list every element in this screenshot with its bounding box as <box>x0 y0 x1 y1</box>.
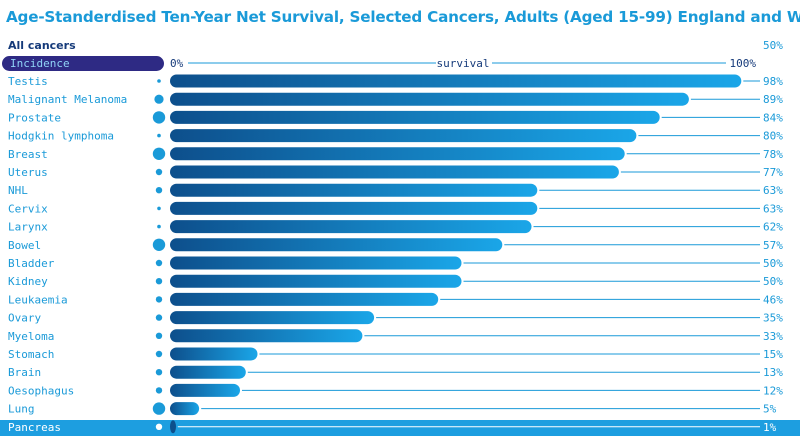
bar-uterus[interactable] <box>170 165 619 179</box>
incidence-dot-pancreas <box>155 423 163 430</box>
bar-pancreas[interactable] <box>170 420 176 434</box>
value-label-stomach: 15% <box>763 348 783 361</box>
value-label-pancreas: 1% <box>763 421 777 434</box>
incidence-dot-myeloma <box>155 332 163 339</box>
bar-cervix[interactable] <box>170 201 538 215</box>
bar-nhl[interactable] <box>170 183 538 197</box>
category-label-prostate: Prostate <box>8 111 61 124</box>
bar-breast[interactable] <box>170 147 625 161</box>
bar-bladder[interactable] <box>170 256 462 270</box>
incidence-dot-stomach <box>155 350 163 358</box>
bar-bowel[interactable] <box>170 238 503 252</box>
highlighted-bar-track <box>164 421 754 434</box>
bar-larynx[interactable] <box>170 220 532 234</box>
incidence-dot-cervix <box>157 206 161 211</box>
category-label-bowel: Bowel <box>8 239 41 252</box>
bar-hodgkin-lymphoma[interactable] <box>170 129 637 143</box>
value-label-brain: 13% <box>763 366 783 379</box>
value-label-uterus: 77% <box>763 166 783 179</box>
bar-lung[interactable] <box>170 402 200 416</box>
value-label-malignant-melanoma: 89% <box>763 93 783 106</box>
axis-max-label: 100% <box>730 57 757 70</box>
category-label-lung: Lung <box>8 403 35 416</box>
bar-kidney[interactable] <box>170 274 462 288</box>
incidence-dot-kidney <box>155 278 163 285</box>
all-cancers-value: 50% <box>763 39 783 52</box>
value-label-hodgkin-lymphoma: 80% <box>763 130 783 143</box>
incidence-dot-lung <box>152 402 166 415</box>
bar-brain[interactable] <box>170 365 246 379</box>
value-label-kidney: 50% <box>763 275 783 288</box>
value-label-testis: 98% <box>763 75 783 88</box>
category-label-bladder: Bladder <box>8 257 55 270</box>
incidence-dot-prostate <box>152 111 166 124</box>
incidence-dot-ovary <box>155 314 163 321</box>
value-label-bowel: 57% <box>763 239 783 252</box>
incidence-dot-nhl <box>155 187 163 194</box>
bar-ovary[interactable] <box>170 311 375 325</box>
category-label-malignant-melanoma: Malignant Melanoma <box>8 93 127 106</box>
incidence-dot-hodgkin-lymphoma <box>157 133 161 138</box>
incidence-dot-leukaemia <box>155 296 163 303</box>
axis-title-label: survival <box>437 57 490 70</box>
category-label-breast: Breast <box>8 148 48 161</box>
bar-myeloma[interactable] <box>170 329 363 343</box>
category-label-cervix: Cervix <box>8 202 48 215</box>
value-label-cervix: 63% <box>763 202 783 215</box>
incidence-dot-uterus <box>155 168 163 176</box>
category-label-hodgkin-lymphoma: Hodgkin lymphoma <box>8 130 114 143</box>
bar-malignant-melanoma[interactable] <box>170 92 689 106</box>
category-label-pancreas: Pancreas <box>8 421 61 434</box>
category-label-uterus: Uterus <box>8 166 48 179</box>
category-label-kidney: Kidney <box>8 275 48 288</box>
incidence-dot-larynx <box>157 224 161 229</box>
value-label-bladder: 50% <box>763 257 783 270</box>
value-label-leukaemia: 46% <box>763 293 783 306</box>
all-cancers-label: All cancers <box>8 39 76 52</box>
incidence-dot-testis <box>157 79 161 83</box>
category-label-leukaemia: Leukaemia <box>8 293 68 306</box>
category-label-ovary: Ovary <box>8 312 41 325</box>
value-label-breast: 78% <box>763 148 783 161</box>
category-label-testis: Testis <box>8 75 48 88</box>
value-label-myeloma: 33% <box>763 330 783 343</box>
bar-testis[interactable] <box>170 74 742 88</box>
value-label-nhl: 63% <box>763 184 783 197</box>
chart-title: Age-Standerdised Ten-Year Net Survival, … <box>6 8 800 26</box>
value-label-larynx: 62% <box>763 221 783 234</box>
bar-stomach[interactable] <box>170 347 258 361</box>
category-label-myeloma: Myeloma <box>8 330 54 343</box>
incidence-toggle-button[interactable]: Incidence <box>2 56 164 71</box>
incidence-dot-malignant-melanoma <box>154 94 164 104</box>
value-label-prostate: 84% <box>763 111 783 124</box>
category-label-larynx: Larynx <box>8 221 48 234</box>
bar-prostate[interactable] <box>170 110 660 124</box>
value-label-ovary: 35% <box>763 312 783 325</box>
incidence-dot-oesophagus <box>155 387 163 394</box>
value-label-oesophagus: 12% <box>763 384 783 397</box>
category-label-stomach: Stomach <box>8 348 54 361</box>
incidence-dot-breast <box>152 147 166 160</box>
bar-oesophagus[interactable] <box>170 383 240 397</box>
axis-min-label: 0% <box>170 57 184 70</box>
category-label-nhl: NHL <box>8 184 28 197</box>
bar-leukaemia[interactable] <box>170 292 439 306</box>
incidence-dot-bowel <box>152 238 166 251</box>
incidence-dot-brain <box>155 369 163 376</box>
category-label-oesophagus: Oesophagus <box>8 384 74 397</box>
incidence-dot-bladder <box>155 259 163 267</box>
value-label-lung: 5% <box>763 403 777 416</box>
category-label-brain: Brain <box>8 366 41 379</box>
